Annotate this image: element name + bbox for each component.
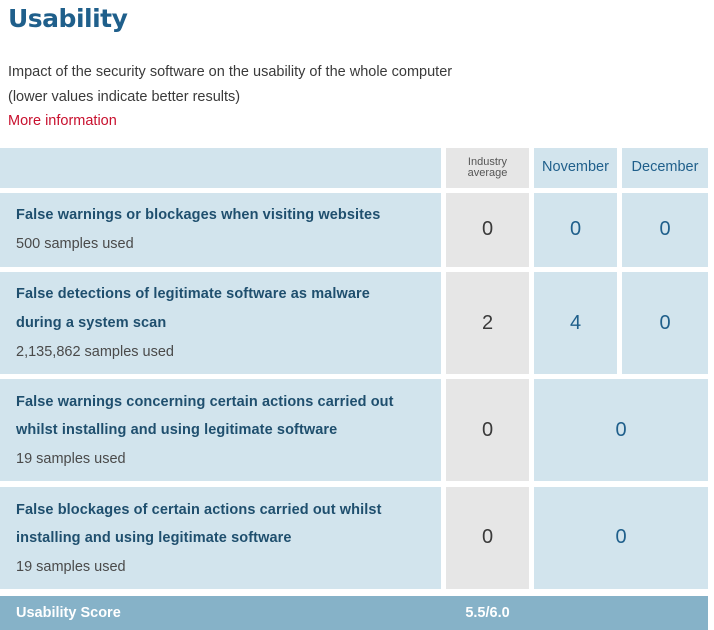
december-cell: 0 [622, 193, 708, 267]
combined-period-cell: 0 [534, 379, 708, 481]
header-december-label: December [631, 159, 699, 175]
header-december: December [622, 148, 708, 188]
december-value: 0 [659, 218, 671, 240]
row-title: False detections of legitimate software … [16, 286, 370, 302]
header-label-cell [0, 148, 441, 188]
section-title: Usability [8, 4, 128, 33]
december-cell: 0 [622, 272, 708, 374]
row-samples: 500 samples used [16, 236, 134, 252]
header-industry-line2: average [467, 167, 508, 179]
combined-period-value: 0 [615, 419, 627, 441]
november-cell: 0 [534, 193, 617, 267]
row-title-continued: during a system scan [16, 315, 167, 331]
more-information-link[interactable]: More information [8, 113, 117, 129]
december-value: 0 [659, 312, 671, 334]
industry-average-cell: 2 [446, 272, 529, 374]
table-row: False detections of legitimate software … [0, 272, 441, 374]
table-row: False warnings concerning certain action… [0, 379, 441, 481]
industry-average-cell: 0 [446, 193, 529, 267]
industry-average-cell: 0 [446, 487, 529, 589]
table-row: False blockages of certain actions carri… [0, 487, 441, 589]
usability-score-bar: Usability Score 5.5/6.0 [0, 596, 708, 630]
november-value: 0 [569, 218, 582, 240]
november-cell: 4 [534, 272, 617, 374]
header-november-label: November [542, 159, 609, 175]
row-samples: 2,135,862 samples used [16, 344, 174, 360]
industry-average-value: 2 [481, 312, 494, 334]
row-title: False warnings concerning certain action… [16, 394, 394, 410]
combined-period-cell: 0 [534, 487, 708, 589]
usability-score-value: 5.5/6.0 [465, 605, 510, 621]
industry-average-cell: 0 [446, 379, 529, 481]
header-industry-line1: Industry [467, 156, 508, 168]
industry-average-value: 0 [481, 419, 494, 441]
industry-average-value: 0 [481, 218, 494, 240]
november-value: 4 [569, 312, 582, 334]
row-samples: 19 samples used [16, 451, 126, 467]
row-samples: 19 samples used [16, 559, 126, 575]
row-title: False blockages of certain actions carri… [16, 502, 382, 518]
section-description-note: (lower values indicate better results) [8, 89, 241, 105]
industry-average-value: 0 [481, 526, 494, 548]
row-title-continued: installing and using legitimate software [16, 530, 292, 546]
table-row: False warnings or blockages when visitin… [0, 193, 441, 267]
header-november: November [534, 148, 617, 188]
section-description: Impact of the security software on the u… [8, 64, 453, 80]
row-title-continued: whilst installing and using legitimate s… [16, 422, 338, 438]
usability-score-label: Usability Score [16, 605, 121, 621]
combined-period-value: 0 [615, 526, 627, 548]
header-industry-average: Industry average [446, 148, 529, 188]
row-title: False warnings or blockages when visitin… [16, 207, 381, 223]
